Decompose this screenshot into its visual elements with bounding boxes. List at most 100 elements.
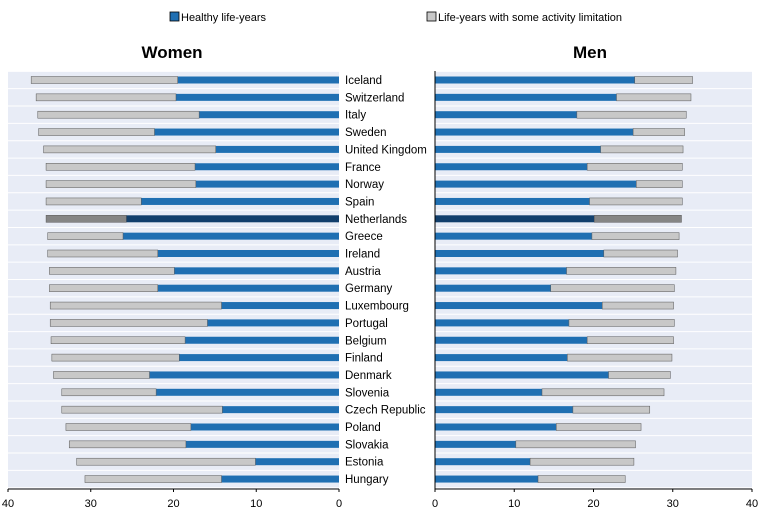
category-label: Denmark	[345, 370, 392, 382]
bar-healthy-women-ireland	[157, 250, 339, 257]
x-tick-label-men: 0	[432, 498, 438, 510]
bar-healthy-men-estonia	[435, 458, 531, 466]
bar-healthy-men-poland	[435, 423, 557, 431]
bar-healthy-women-norway	[195, 180, 339, 188]
bar-limited-women-sweden	[38, 128, 155, 136]
bar-healthy-men-united-kingdom	[435, 145, 601, 153]
bar-healthy-men-finland	[435, 354, 568, 362]
bar-healthy-men-denmark	[435, 371, 609, 379]
bar-limited-men-hungary	[537, 475, 626, 483]
bar-limited-women-greece	[47, 232, 124, 240]
bar-healthy-women-slovakia	[185, 440, 339, 448]
category-label: Slovakia	[345, 439, 389, 451]
x-tick-label-men: 10	[508, 498, 520, 510]
bar-limited-men-switzerland	[616, 93, 692, 102]
bar-limited-women-finland	[51, 353, 180, 362]
legend-label-healthy: Healthy life-years	[181, 12, 266, 24]
bar-healthy-women-belgium	[185, 336, 339, 344]
bar-limited-men-spain	[589, 197, 683, 206]
bar-healthy-women-italy	[199, 111, 339, 119]
bar-healthy-men-portugal	[435, 319, 569, 327]
bar-limited-women-luxembourg	[49, 301, 222, 310]
category-label: Ireland	[345, 249, 380, 261]
bar-limited-men-united-kingdom	[600, 145, 684, 154]
bar-healthy-women-hungary	[221, 475, 339, 483]
category-label: Netherlands	[345, 214, 407, 226]
bar-healthy-men-netherlands	[435, 215, 595, 223]
bar-healthy-men-spain	[435, 197, 590, 205]
category-label: Belgium	[345, 335, 387, 347]
bar-limited-men-czech-republic	[572, 405, 651, 414]
bar-healthy-men-italy	[435, 111, 577, 119]
category-label: Iceland	[345, 75, 382, 87]
x-tick-label-women: 30	[85, 498, 97, 510]
category-label: Sweden	[345, 127, 387, 139]
bar-limited-women-iceland	[30, 76, 178, 84]
bar-healthy-men-luxembourg	[435, 302, 603, 310]
category-label: Austria	[345, 266, 381, 278]
legend-swatch-limited	[426, 11, 437, 22]
bar-limited-men-finland	[567, 353, 673, 362]
bar-healthy-men-hungary	[435, 475, 539, 483]
category-label: United Kingdom	[345, 144, 427, 156]
bar-healthy-women-finland	[179, 354, 339, 362]
bar-healthy-women-united-kingdom	[215, 145, 339, 153]
category-label: Germany	[345, 283, 393, 295]
bars	[30, 76, 693, 483]
bar-healthy-men-france	[435, 163, 588, 171]
axes: 40 30 20 10 0 0 10 20 30 40	[2, 71, 758, 510]
category-label: Greece	[345, 231, 383, 243]
bar-healthy-women-slovenia	[156, 388, 339, 396]
bar-limited-women-denmark	[53, 371, 150, 379]
bar-limited-men-netherlands	[594, 215, 682, 223]
bar-healthy-women-greece	[123, 232, 340, 240]
category-label: Italy	[345, 110, 366, 122]
bar-limited-women-belgium	[50, 336, 186, 344]
bar-healthy-women-iceland	[177, 76, 339, 84]
x-tick-label-men: 30	[667, 498, 679, 510]
bar-healthy-women-france	[195, 163, 339, 171]
bar-healthy-men-belgium	[435, 336, 588, 344]
category-labels: Iceland Switzerland Italy Sweden United King…	[345, 75, 427, 486]
panel-title-men: Men	[573, 43, 607, 62]
bar-limited-men-germany	[550, 284, 675, 292]
bar-healthy-women-denmark	[149, 371, 339, 379]
bar-healthy-women-sweden	[154, 128, 339, 136]
bar-healthy-women-switzerland	[175, 93, 339, 101]
bar-limited-men-denmark	[608, 371, 671, 379]
bar-healthy-women-estonia	[255, 458, 339, 466]
bar-healthy-men-greece	[435, 232, 592, 240]
bar-limited-men-greece	[591, 232, 680, 240]
bar-limited-men-austria	[566, 267, 677, 275]
bar-healthy-women-austria	[174, 267, 339, 275]
x-tick-label-men: 20	[587, 498, 599, 510]
category-label: Norway	[345, 179, 384, 191]
bar-limited-women-czech-republic	[61, 405, 223, 414]
bar-healthy-men-austria	[435, 267, 567, 275]
bar-limited-men-sweden	[632, 128, 685, 136]
bar-limited-women-germany	[49, 284, 159, 292]
category-label: Estonia	[345, 457, 384, 469]
bar-healthy-men-switzerland	[435, 93, 617, 101]
bar-limited-men-belgium	[586, 336, 674, 344]
bar-limited-men-iceland	[634, 76, 693, 84]
bar-limited-women-italy	[37, 110, 200, 119]
legend-label-limited: Life-years with some activity limitation	[438, 12, 622, 24]
category-label: Luxembourg	[345, 301, 409, 313]
bar-healthy-men-germany	[435, 284, 551, 292]
bar-limited-women-switzerland	[35, 93, 177, 102]
bar-limited-women-austria	[49, 267, 175, 275]
bar-limited-men-norway	[636, 180, 683, 188]
category-label: Portugal	[345, 318, 388, 330]
bar-healthy-men-czech-republic	[435, 406, 573, 414]
bar-limited-women-estonia	[76, 457, 256, 466]
legend-swatch-healthy	[169, 11, 180, 22]
bar-limited-men-portugal	[568, 319, 675, 327]
bar-limited-women-hungary	[84, 475, 222, 483]
bar-limited-women-portugal	[49, 319, 208, 327]
bar-healthy-women-netherlands	[126, 215, 340, 223]
bar-limited-men-luxembourg	[601, 301, 674, 310]
bar-healthy-women-portugal	[207, 319, 339, 327]
bar-limited-women-france	[45, 163, 196, 171]
